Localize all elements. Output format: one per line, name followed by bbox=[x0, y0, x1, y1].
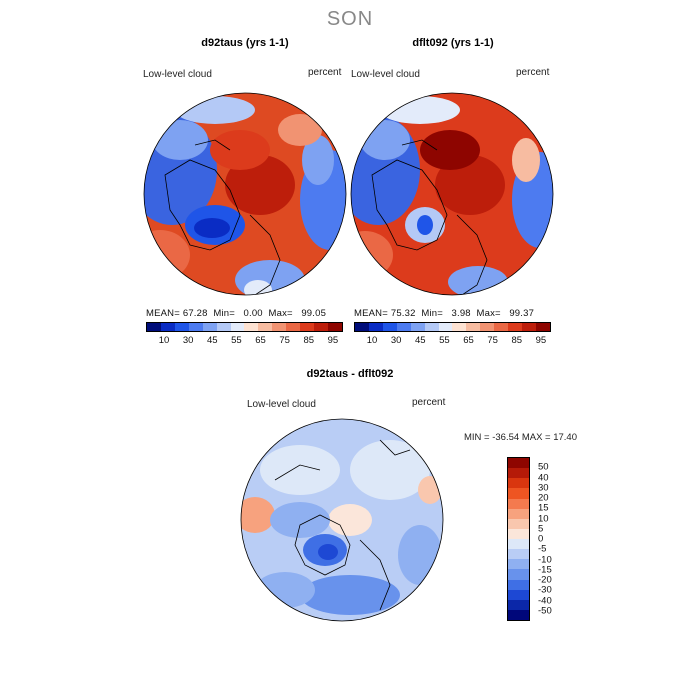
colorbar-swatch bbox=[508, 549, 529, 560]
colorbar-swatch bbox=[355, 323, 369, 331]
panel2-stats: MEAN= 75.32 Min= 3.98 Max= 99.37 bbox=[354, 308, 535, 319]
colorbar-swatch bbox=[258, 323, 273, 331]
panel1-colorbar-ticks: 10 30 45 55 65 75 85 95 bbox=[146, 335, 343, 347]
panel1-title: d92taus (yrs 1-1) bbox=[201, 37, 289, 49]
colorbar-tick-label: 45 bbox=[207, 335, 218, 346]
panel2-colorbar bbox=[354, 322, 551, 332]
panel2-title: dflt092 (yrs 1-1) bbox=[412, 37, 494, 49]
panel1-colorbar bbox=[146, 322, 343, 332]
panel3-variable-label: Low-level cloud bbox=[247, 399, 316, 410]
colorbar-tick-label: 75 bbox=[487, 335, 498, 346]
colorbar-tick-label: 10 bbox=[538, 513, 549, 524]
colorbar-tick-label: 5 bbox=[538, 523, 544, 535]
panel3-title: d92taus - dflt092 bbox=[306, 368, 394, 380]
colorbar-swatch bbox=[508, 468, 529, 479]
colorbar-swatch bbox=[300, 323, 315, 331]
colorbar-tick-label: 30 bbox=[182, 335, 194, 346]
panel3-colorbar bbox=[507, 457, 530, 621]
colorbar-tick-label: 55 bbox=[439, 335, 450, 346]
colorbar-tick-label: 55 bbox=[231, 335, 242, 346]
polar-map-d92taus bbox=[144, 93, 346, 295]
colorbar-swatch bbox=[368, 323, 383, 331]
polar-map-dflt092 bbox=[351, 93, 553, 295]
colorbar-tick-label: -40 bbox=[538, 595, 552, 606]
colorbar-swatch bbox=[382, 323, 397, 331]
colorbar-swatch bbox=[230, 323, 245, 331]
colorbar-swatch bbox=[410, 323, 425, 331]
colorbar-tick-label: 95 bbox=[535, 335, 547, 346]
colorbar-swatch bbox=[508, 589, 529, 600]
colorbar-swatch bbox=[147, 323, 161, 331]
colorbar-swatch bbox=[508, 528, 529, 539]
colorbar-tick-label: 15 bbox=[538, 502, 549, 514]
colorbar-tick-label: -30 bbox=[538, 584, 552, 596]
colorbar-swatch bbox=[508, 599, 529, 610]
colorbar-swatch bbox=[508, 478, 529, 489]
colorbar-swatch bbox=[508, 458, 529, 469]
colorbar-swatch bbox=[522, 323, 536, 331]
colorbar-swatch bbox=[327, 323, 342, 331]
colorbar-swatch bbox=[508, 518, 529, 529]
panel2-variable-label: Low-level cloud bbox=[351, 69, 420, 80]
colorbar-swatch bbox=[508, 559, 529, 570]
colorbar-swatch bbox=[160, 323, 175, 331]
colorbar-tick-label: 30 bbox=[390, 335, 402, 346]
colorbar-swatch bbox=[508, 323, 523, 331]
colorbar-swatch bbox=[508, 579, 529, 590]
colorbar-tick-label: 95 bbox=[327, 335, 339, 346]
colorbar-tick-label: 75 bbox=[279, 335, 290, 346]
colorbar-swatch bbox=[494, 323, 509, 331]
colorbar-swatch bbox=[508, 508, 529, 519]
colorbar-tick-label: 65 bbox=[463, 335, 474, 346]
panel2-units-label: percent bbox=[516, 67, 550, 78]
panel1-variable-label: Low-level cloud bbox=[143, 69, 212, 80]
colorbar-tick-label: 0 bbox=[538, 533, 544, 545]
colorbar-swatch bbox=[314, 323, 328, 331]
colorbar-swatch bbox=[244, 323, 259, 331]
panel3-stats: MIN = -36.54 MAX = 17.40 bbox=[464, 432, 578, 443]
colorbar-swatch bbox=[508, 488, 529, 499]
colorbar-swatch bbox=[188, 323, 203, 331]
colorbar-swatch bbox=[272, 323, 287, 331]
panel1-units-label: percent bbox=[308, 67, 342, 78]
colorbar-swatch bbox=[508, 609, 529, 620]
colorbar-swatch bbox=[452, 323, 467, 331]
colorbar-tick-label: -50 bbox=[538, 605, 552, 617]
colorbar-tick-label: -20 bbox=[538, 574, 552, 586]
colorbar-swatch bbox=[535, 323, 550, 331]
panel3-units-label: percent bbox=[412, 397, 446, 408]
colorbar-tick-label: 10 bbox=[158, 335, 170, 346]
colorbar-tick-label: 85 bbox=[511, 335, 523, 346]
colorbar-tick-label: -10 bbox=[538, 554, 552, 565]
colorbar-tick-label: 10 bbox=[366, 335, 378, 346]
colorbar-swatch bbox=[508, 539, 529, 550]
colorbar-tick-label: 30 bbox=[538, 482, 549, 494]
colorbar-swatch bbox=[216, 323, 231, 331]
colorbar-swatch bbox=[466, 323, 481, 331]
colorbar-swatch bbox=[286, 323, 301, 331]
polar-map-difference bbox=[241, 419, 443, 621]
colorbar-swatch bbox=[174, 323, 189, 331]
colorbar-tick-label: 65 bbox=[255, 335, 266, 346]
colorbar-tick-label: -15 bbox=[538, 564, 552, 576]
colorbar-swatch bbox=[508, 498, 529, 509]
panel1-stats: MEAN= 67.28 Min= 0.00 Max= 99.05 bbox=[146, 308, 327, 319]
colorbar-tick-label: 40 bbox=[538, 472, 549, 483]
colorbar-swatch bbox=[424, 323, 439, 331]
colorbar-swatch bbox=[396, 323, 411, 331]
colorbar-tick-label: 20 bbox=[538, 492, 549, 504]
colorbar-swatch bbox=[202, 323, 217, 331]
colorbar-tick-label: 45 bbox=[415, 335, 426, 346]
colorbar-swatch bbox=[508, 569, 529, 580]
colorbar-tick-label: -5 bbox=[538, 543, 547, 555]
colorbar-swatch bbox=[438, 323, 453, 331]
colorbar-tick-label: 50 bbox=[538, 461, 549, 473]
colorbar-swatch bbox=[480, 323, 495, 331]
panel2-colorbar-ticks: 10 30 45 55 65 75 85 95 bbox=[354, 335, 551, 347]
season-title: SON bbox=[326, 8, 374, 30]
colorbar-tick-label: 85 bbox=[303, 335, 315, 346]
